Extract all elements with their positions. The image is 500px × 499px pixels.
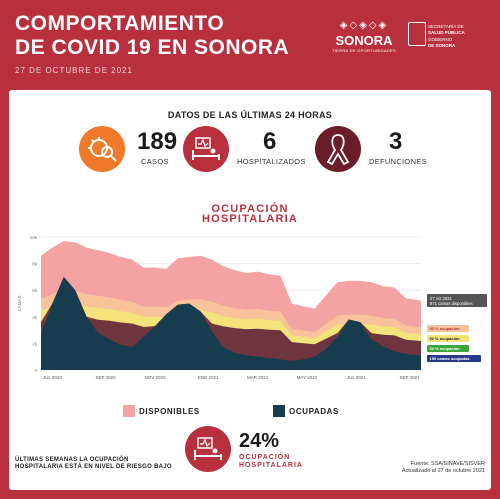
occupancy-chart: 0 2k 4k 6k 8k 10k JUL 2020 SEP 2020 NOV 2020 ENE …: [17, 235, 487, 380]
y-tick-label: 8k: [32, 262, 38, 267]
cases-label: CASOS: [141, 157, 169, 166]
y-tick-label: 0: [34, 368, 37, 373]
source-note: Fuente: SSA/SINAVE/SISVER Actualizado al…: [379, 461, 485, 475]
chart-title-line-1: OCUPACIÓN: [211, 203, 289, 215]
title-line-1: COMPORTAMIENTO: [15, 12, 225, 35]
occupancy-percentage: 24%: [239, 430, 280, 452]
summary-heading: DATOS DE LAS ÚLTIMAS 24 HORAS: [167, 110, 333, 120]
x-tick-label: NOV 2020: [144, 375, 166, 380]
legend-swatch-occupied: [273, 405, 285, 417]
risk-note: ÚLTIMAS SEMANAS LA OCUPACIÓN HOSPITALARI…: [15, 457, 172, 470]
source-line-2: Actualizado al 27 de octubre 2021: [401, 468, 485, 474]
source-line-1: Fuente: SSA/SINAVE/SISVER: [410, 461, 485, 467]
annotation-53-box: [427, 325, 469, 332]
ribbon-icon: [326, 134, 350, 166]
annotation-50-label: 50 % ocupación: [430, 346, 461, 351]
hospitalized-value: 6: [263, 128, 277, 155]
occupancy-label-line-1: OCUPACIÓN: [239, 454, 291, 461]
report-date: 27 DE OCTUBRE DE 2021: [15, 66, 133, 75]
annotation-box: [427, 294, 487, 307]
gov-line-4: DE SONORA: [428, 43, 456, 48]
gov-line-1: SECRETARÍA DE: [428, 24, 464, 29]
cases-value: 189: [137, 128, 178, 155]
annotation-52-label: 52 % ocupación: [430, 336, 461, 341]
logo-subtitle: TIERRA DE OPORTUNIDADES: [332, 48, 396, 53]
sonora-logo: ◈◇◈◇◈ SONORA TIERRA DE OPORTUNIDADES: [326, 20, 402, 60]
logo-mark-icon: ◈◇◈◇◈: [339, 20, 389, 31]
chart-title-line-2: HOSPITALARIA: [201, 213, 299, 225]
header: COMPORTAMIENTO DE COVID 19 EN SONORA 27 …: [0, 0, 500, 88]
deaths-icon-circle: [315, 126, 361, 172]
legend-swatch-available: [123, 405, 135, 417]
annotation-date: 27 oct 2021: [430, 296, 453, 301]
y-tick-label: 6k: [32, 288, 38, 293]
logo-word: SONORA: [335, 33, 393, 48]
occupancy-icon-circle: [185, 426, 231, 472]
x-tick-label: JUL 2020: [43, 375, 63, 380]
title-line-2: DE COVID 19 EN SONORA: [15, 36, 290, 59]
page-title: COMPORTAMIENTO DE COVID 19 EN SONORA: [15, 12, 289, 60]
y-axis-label: CAMAS: [17, 295, 22, 311]
annotation-50-box: [427, 345, 469, 352]
legend-label-occupied: OCUPADAS: [289, 407, 339, 416]
annotation-53-label: 53 % ocupación: [430, 326, 461, 331]
y-tick-label: 2k: [32, 341, 38, 346]
deaths-label: DEFUNCIONES: [369, 157, 427, 166]
hospitalized-label: HOSPITALIZADOS: [237, 157, 306, 166]
y-tick-label: 10k: [30, 235, 38, 240]
virus-icon: [88, 137, 117, 162]
content-card: DATOS DE LAS ÚLTIMAS 24 HORAS 189 CASOS: [9, 90, 491, 490]
x-tick-label: ENE 2021: [198, 375, 219, 380]
deaths-value: 3: [389, 128, 403, 155]
legend-label-available: DISPONIBLES: [139, 407, 200, 416]
annotation-occupied-label: 150 camas ocupadas: [430, 356, 471, 361]
x-tick-label: MAR 2021: [247, 375, 269, 380]
occupancy-label-line-2: HOSPITALARIA: [239, 462, 303, 469]
seal-icon: [408, 22, 426, 46]
gov-line-2: SALUD PÚBLICA: [428, 30, 465, 35]
hospital-bed-icon: [194, 437, 222, 460]
x-tick-label: MAY 2021: [297, 375, 318, 380]
occupancy-label: OCUPACIÓN HOSPITALARIA: [239, 454, 303, 470]
x-tick-label: SEP 2020: [96, 375, 117, 380]
annotation-available: 671 camas disponibles: [430, 301, 473, 306]
government-seal: SECRETARÍA DE SALUD PÚBLICA GOBIERNO DE …: [408, 20, 488, 60]
annotation-occupied-box: [427, 355, 481, 362]
hospitalized-icon-circle: [183, 126, 229, 172]
x-tick-label: SEP 2021: [400, 375, 421, 380]
y-tick-label: 4k: [32, 315, 38, 320]
x-tick-label: JUL 2021: [347, 375, 367, 380]
cases-icon-circle: [79, 126, 125, 172]
gov-line-3: GOBIERNO: [428, 37, 453, 42]
hospital-bed-icon: [192, 137, 220, 160]
series-occupied: [41, 276, 421, 370]
annotation-52-box: [427, 335, 469, 342]
